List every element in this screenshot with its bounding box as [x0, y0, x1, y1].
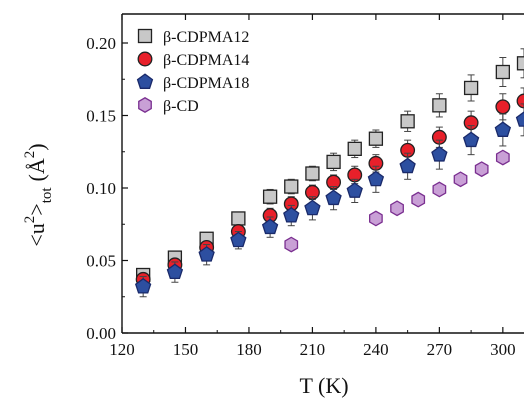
- y-axis-title-close: >: [24, 203, 49, 215]
- x-tick-label: 120: [109, 340, 135, 359]
- data-point: [431, 146, 448, 162]
- x-tick-label: 150: [173, 340, 199, 359]
- data-point: [346, 182, 363, 198]
- data-point: [231, 211, 246, 226]
- series-hexagon: [284, 149, 510, 253]
- data-point: [261, 218, 279, 235]
- data-point: [347, 141, 362, 157]
- legend-marker: [137, 28, 153, 44]
- data-point: [166, 263, 184, 280]
- data-point: [305, 166, 320, 181]
- legend-marker: [138, 97, 152, 113]
- x-tick-label: 180: [236, 340, 262, 359]
- data-point: [368, 131, 384, 146]
- legend-label: β-CDPMA18: [163, 75, 249, 92]
- y-axis-title-unit-open: (Å: [24, 158, 49, 181]
- data-point: [462, 131, 480, 148]
- data-point: [367, 170, 385, 187]
- data-point: [304, 199, 321, 216]
- data-point: [230, 231, 247, 248]
- data-point: [432, 98, 447, 113]
- data-point: [516, 93, 524, 109]
- data-point: [494, 121, 512, 137]
- data-point: [198, 246, 215, 262]
- data-point: [474, 161, 489, 178]
- legend-label: β-CD: [163, 98, 199, 115]
- y-axis-title-unit-sup: 2: [22, 151, 38, 159]
- legend-marker: [136, 73, 154, 89]
- data-point: [453, 171, 468, 188]
- legend: β-CDPMA12 β-CDPMA14 β-CDPMA18 β-CD: [136, 28, 249, 115]
- data-point: [262, 189, 278, 204]
- y-tick-label: 0.05: [86, 252, 116, 271]
- y-axis: 0.00 0.05 0.10 0.15 0.20: [86, 34, 128, 343]
- y-axis-title-open: <u: [24, 223, 49, 246]
- legend-marker: [137, 51, 153, 67]
- data-point: [283, 206, 300, 223]
- y-tick-label: 0.15: [86, 107, 116, 126]
- data-point: [369, 210, 383, 227]
- data-point: [411, 191, 426, 208]
- y-axis-title: <u2>tot(Å2): [22, 143, 55, 246]
- legend-label: β-CDPMA12: [163, 29, 249, 46]
- data-point: [432, 181, 447, 198]
- data-point: [463, 80, 479, 96]
- plot-frame: [121, 13, 524, 334]
- x-tick-label: 270: [427, 340, 453, 359]
- data-point: [284, 179, 299, 194]
- series-pentagon: [134, 103, 524, 298]
- data-point: [515, 111, 524, 127]
- data-point: [326, 154, 341, 170]
- data-point: [516, 56, 524, 71]
- y-axis-title-sub: tot: [39, 187, 55, 204]
- x-tick-label: 300: [490, 340, 516, 359]
- x-axis: 120 150 180 210 240 270 300: [109, 14, 516, 359]
- data-point: [495, 149, 510, 166]
- y-tick-label: 0.00: [86, 324, 116, 343]
- data-point: [390, 200, 404, 217]
- data-point: [284, 236, 299, 253]
- x-axis-title: T (K): [299, 373, 348, 398]
- y-axis-title-sup: 2: [22, 216, 38, 224]
- legend-label: β-CDPMA14: [163, 52, 249, 69]
- series-circle: [135, 87, 524, 287]
- x-tick-label: 210: [300, 340, 326, 359]
- data-point: [495, 64, 510, 80]
- data-point: [399, 157, 416, 174]
- data-point: [400, 114, 415, 129]
- y-tick-label: 0.10: [86, 179, 116, 198]
- x-tick-label: 240: [363, 340, 389, 359]
- y-tick-label: 0.20: [86, 34, 116, 53]
- series-layer: [134, 48, 524, 298]
- y-axis-title-unit-close: ): [24, 143, 49, 150]
- data-point: [325, 189, 342, 206]
- data-point: [495, 99, 511, 115]
- data-point: [134, 277, 152, 294]
